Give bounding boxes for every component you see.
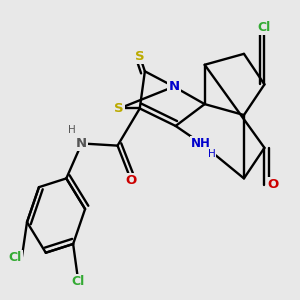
Text: S: S [135,50,145,62]
Text: S: S [114,102,124,115]
Text: N: N [168,80,179,93]
Text: O: O [267,178,279,191]
Text: O: O [126,174,137,187]
Text: Cl: Cl [8,250,22,264]
Text: H: H [208,149,215,159]
Text: Cl: Cl [72,274,85,288]
Text: N: N [76,137,87,150]
Text: NH: NH [191,137,211,150]
Text: Cl: Cl [258,21,271,34]
Text: H: H [68,125,75,135]
